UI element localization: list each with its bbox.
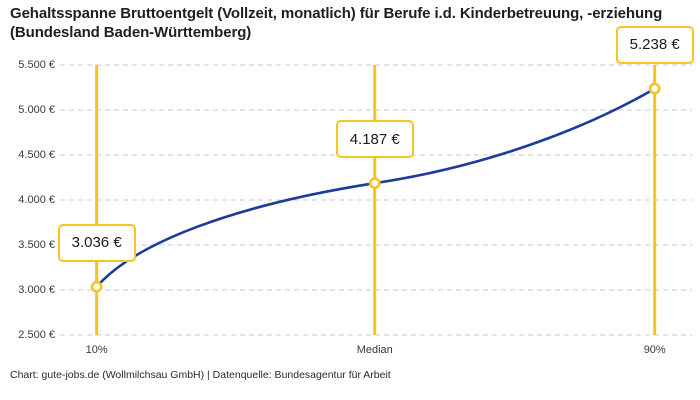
value-label-text: 3.036 € [71, 234, 122, 252]
x-tick-label: 90% [643, 344, 666, 356]
value-label-box: 4.187 € [335, 120, 414, 159]
x-tick-label: Median [356, 344, 393, 356]
y-tick-label: 5.500 € [18, 59, 55, 71]
chart-footer: Chart: gute-jobs.de (Wollmilchsau GmbH) … [10, 369, 391, 381]
y-tick-label: 3.000 € [18, 284, 55, 296]
y-tick-label: 4.500 € [18, 149, 55, 161]
data-point [90, 280, 103, 293]
value-label-box: 5.238 € [615, 25, 694, 64]
value-label-text: 4.187 € [349, 130, 400, 148]
y-tick-label: 2.500 € [18, 329, 55, 341]
data-point [648, 82, 661, 95]
y-tick-label: 4.000 € [18, 194, 55, 206]
y-tick-label: 5.000 € [18, 104, 55, 116]
value-label-text: 5.238 € [629, 36, 680, 54]
x-tick-label: 10% [85, 344, 108, 356]
y-tick-label: 3.500 € [18, 239, 55, 251]
data-point [368, 177, 381, 190]
chart-title: Gehaltsspanne Bruttoentgelt (Vollzeit, m… [10, 5, 663, 42]
value-label-box: 3.036 € [57, 223, 136, 262]
